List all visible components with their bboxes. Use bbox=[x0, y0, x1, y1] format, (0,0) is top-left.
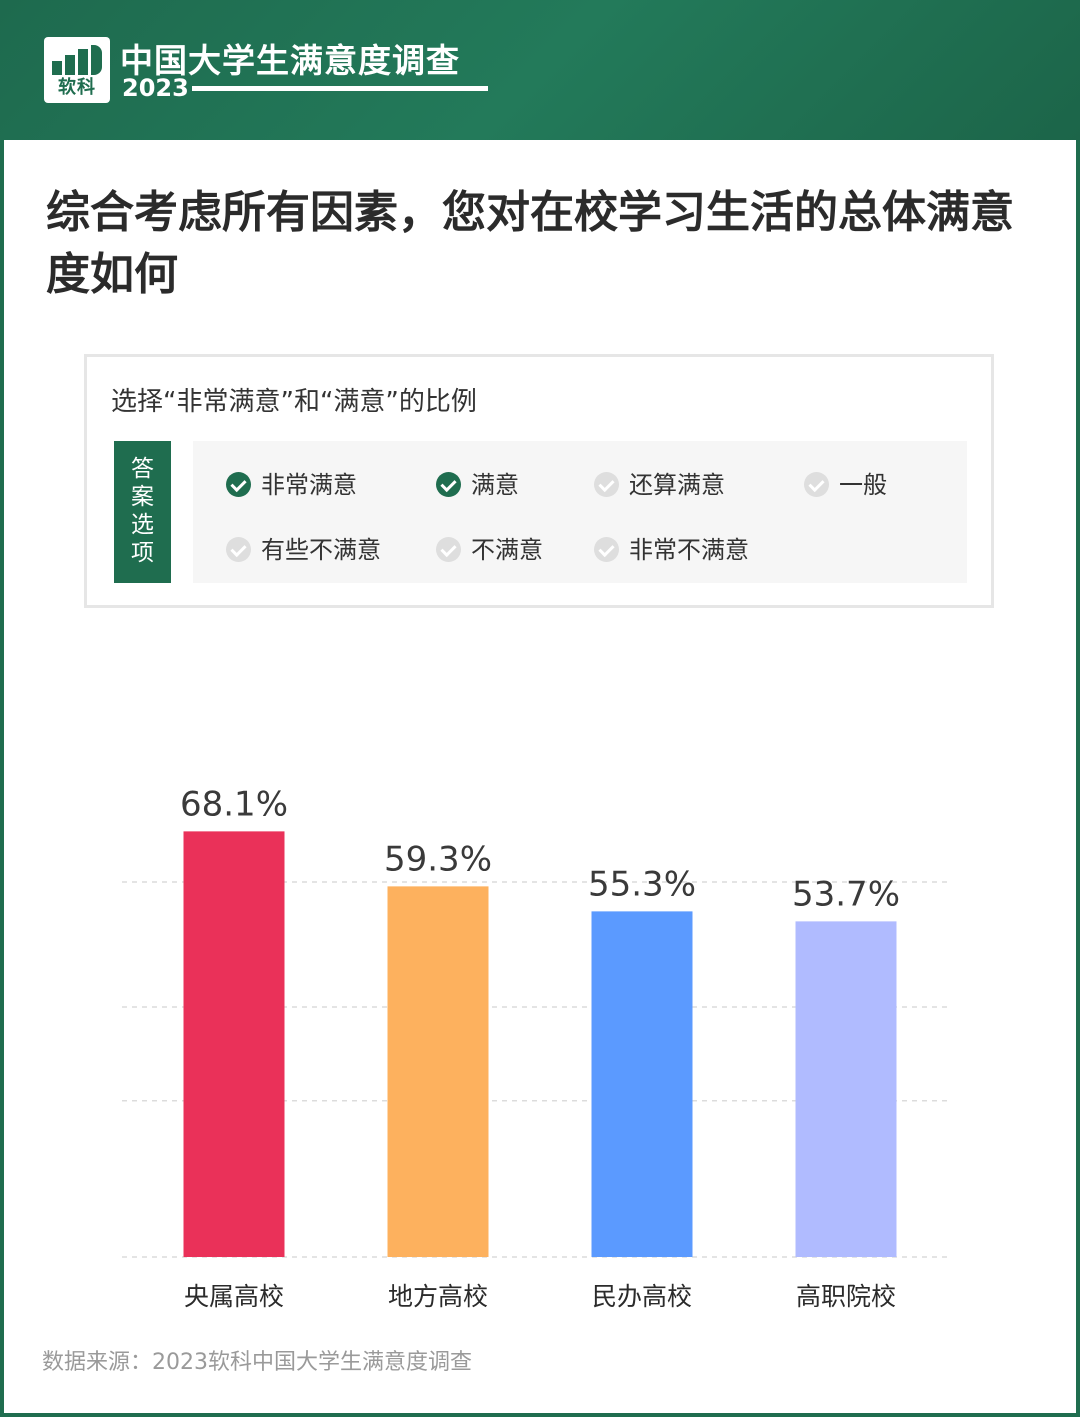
content-card: 综合考虑所有因素，您对在校学习生活的总体满意度如何 选择“非常满意”和“满意”的… bbox=[4, 140, 1076, 1413]
option-somewhat-dissatisfied: 有些不满意 bbox=[226, 530, 381, 565]
survey-year: 2023 bbox=[122, 74, 189, 102]
data-label-1: 68.1% bbox=[180, 784, 288, 824]
header-underline bbox=[192, 86, 488, 91]
tag-char-2: 案 bbox=[131, 484, 154, 510]
tag-char-4: 项 bbox=[131, 540, 154, 566]
header-banner: 软科 中国大学生满意度调查 2023 bbox=[0, 0, 1080, 140]
category-label-2: 地方高校 bbox=[388, 1282, 488, 1311]
bar-2 bbox=[387, 886, 489, 1257]
option-label: 有些不满意 bbox=[261, 536, 381, 564]
data-label-3: 55.3% bbox=[588, 864, 696, 904]
check-icon bbox=[436, 537, 461, 562]
option-dissatisfied: 不满意 bbox=[436, 530, 543, 565]
tag-char-3: 选 bbox=[131, 512, 154, 538]
option-neutral: 一般 bbox=[804, 465, 887, 500]
logo-text: 软科 bbox=[58, 77, 96, 98]
category-label-3: 民办高校 bbox=[592, 1282, 692, 1311]
category-label-4: 高职院校 bbox=[796, 1282, 896, 1311]
answer-options-tag: 答 案 选 项 bbox=[114, 441, 171, 583]
check-icon bbox=[804, 472, 829, 497]
answer-options-panel: 选择“非常满意”和“满意”的比例 答 案 选 项 非常满意 满意 还算满意 一般… bbox=[84, 354, 994, 608]
check-icon bbox=[594, 537, 619, 562]
option-label: 不满意 bbox=[471, 536, 543, 564]
option-label: 一般 bbox=[839, 471, 887, 499]
bar-1 bbox=[183, 831, 285, 1257]
softscience-logo: 软科 bbox=[44, 37, 110, 103]
satisfaction-bar-chart: 68.1% 央属高校 59.3% 地方高校 55.3% 民办高校 53.7% 高职院校 bbox=[122, 784, 952, 1311]
data-label-4: 53.7% bbox=[792, 874, 900, 914]
bar-4 bbox=[795, 921, 897, 1257]
option-very-dissatisfied: 非常不满意 bbox=[594, 530, 749, 565]
category-label-1: 央属高校 bbox=[184, 1282, 284, 1311]
option-label: 满意 bbox=[471, 471, 519, 499]
option-label: 非常满意 bbox=[261, 471, 357, 499]
option-label: 还算满意 bbox=[629, 471, 725, 499]
option-very-satisfied: 非常满意 bbox=[226, 465, 357, 500]
check-icon bbox=[594, 472, 619, 497]
data-label-2: 59.3% bbox=[384, 839, 492, 879]
question-title: 综合考虑所有因素，您对在校学习生活的总体满意度如何 bbox=[46, 187, 1014, 300]
check-icon bbox=[436, 472, 461, 497]
survey-title: 中国大学生满意度调查 bbox=[120, 41, 460, 80]
options-grid: 非常满意 满意 还算满意 一般 有些不满意 不满意 非常不满意 bbox=[193, 441, 967, 583]
option-label: 非常不满意 bbox=[629, 536, 749, 564]
options-panel-title: 选择“非常满意”和“满意”的比例 bbox=[111, 387, 477, 417]
option-fairly-satisfied: 还算满意 bbox=[594, 465, 725, 500]
bar-3 bbox=[591, 911, 693, 1257]
data-source-note: 数据来源：2023软科中国大学生满意度调查 bbox=[42, 1350, 472, 1375]
tag-char-1: 答 bbox=[131, 456, 154, 482]
check-icon bbox=[226, 537, 251, 562]
check-icon bbox=[226, 472, 251, 497]
option-satisfied: 满意 bbox=[436, 465, 519, 500]
